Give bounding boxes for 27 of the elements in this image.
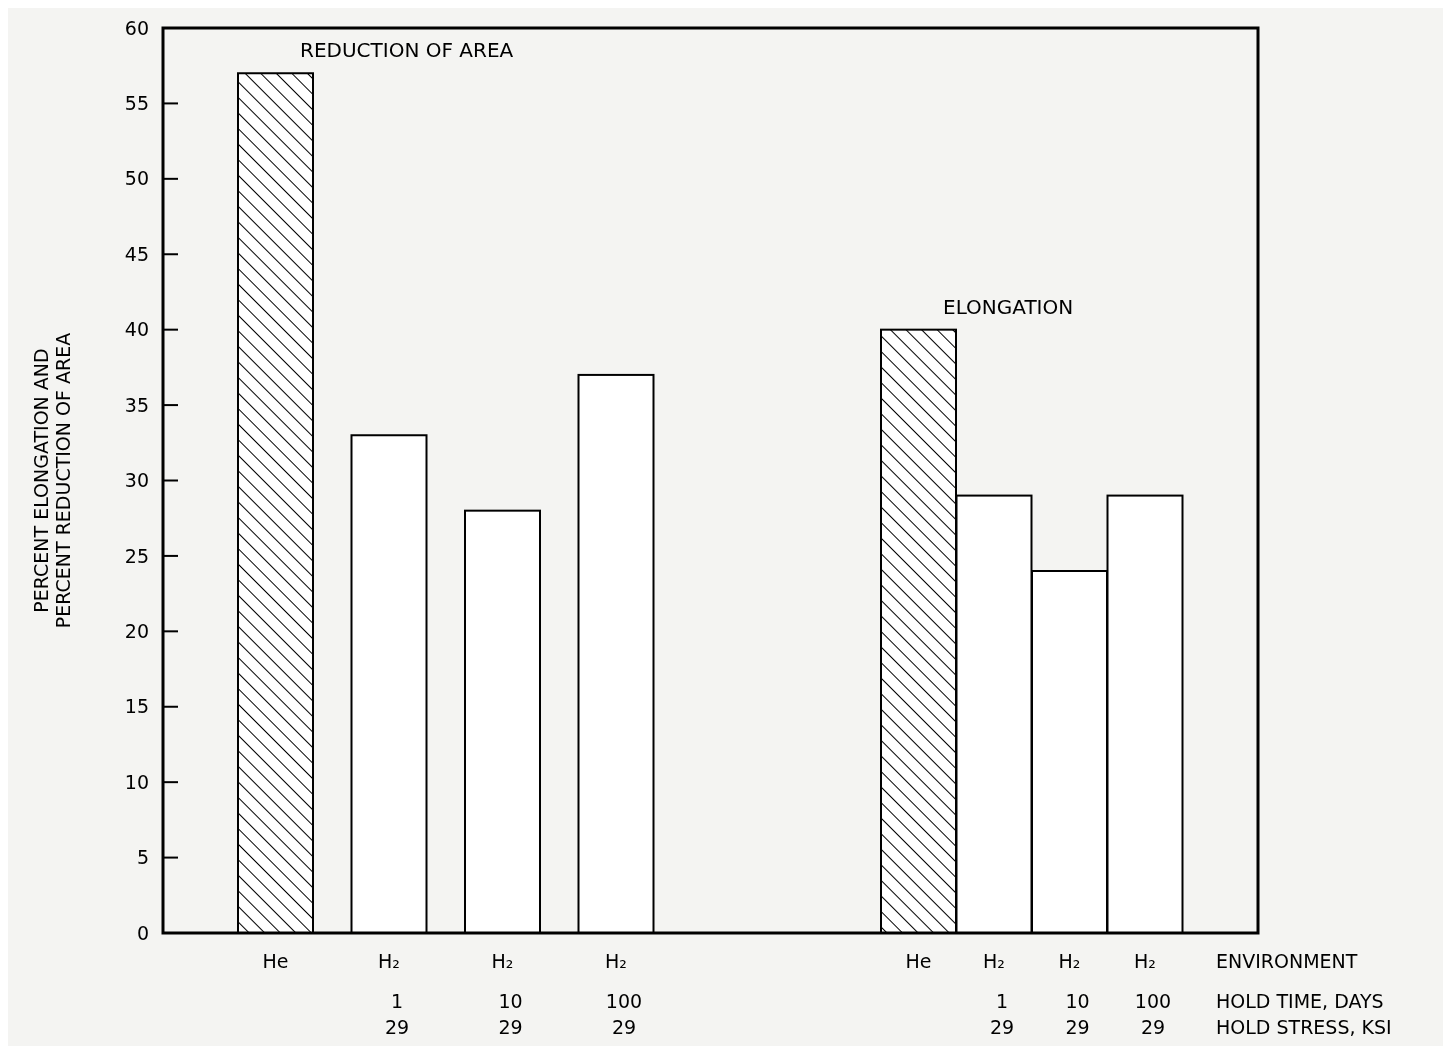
y-tick-label: 50	[124, 167, 149, 190]
x-tick-label: H₂ 1 29	[378, 950, 410, 1038]
series-label: ELONGATION	[943, 294, 1074, 319]
x-tick-label: H₂ 10 29	[1058, 950, 1090, 1038]
y-tick-label: 20	[124, 619, 149, 642]
y-tick-label: 45	[124, 242, 149, 265]
x-tick-label: H₂ 1 29	[983, 950, 1015, 1038]
x-tick-label: H₂ 100 29	[605, 950, 643, 1038]
y-tick-label: 30	[124, 469, 149, 492]
text: ENVIRONMENT	[1216, 950, 1358, 972]
y-tick-label: 0	[136, 921, 149, 944]
series-label: REDUCTION OF AREA	[300, 38, 514, 63]
y-tick-label: 10	[124, 770, 149, 793]
y-tick-label: 5	[136, 846, 149, 869]
text: HOLD STRESS, KSI	[1216, 1016, 1392, 1038]
text: HOLD TIME, DAYS	[1216, 990, 1384, 1012]
y-tick-label: 60	[124, 16, 149, 39]
y-axis-title: PERCENT ELONGATION AND PERCENT REDUCTION OF AREA	[30, 332, 74, 629]
y-tick-label: 55	[124, 92, 149, 115]
x-tick-label: H₂ 10 29	[491, 950, 523, 1038]
x-tick-label: He	[905, 950, 932, 972]
y-tick-label: 35	[124, 393, 149, 416]
y-tick-label: 40	[124, 318, 149, 341]
x-tick-label: He	[262, 950, 289, 972]
y-tick-label: 25	[124, 544, 149, 567]
x-tick-label: H₂ 100 29	[1134, 950, 1172, 1038]
y-tick-label: 15	[124, 695, 149, 718]
